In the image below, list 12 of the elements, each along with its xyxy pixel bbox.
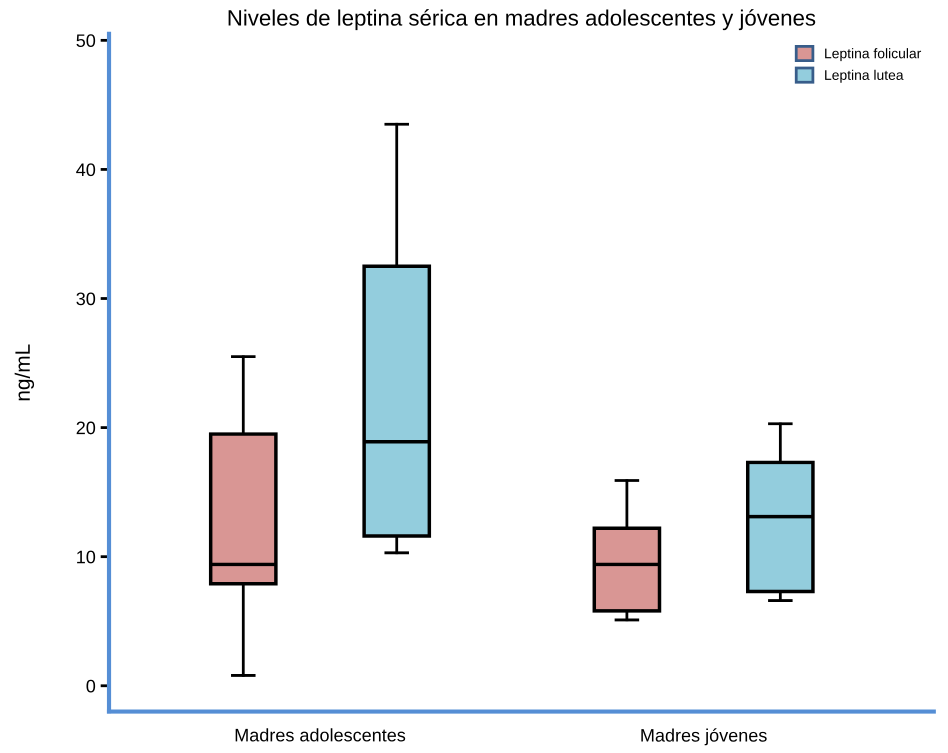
legend-label: Leptina folicular	[825, 48, 922, 62]
chart-title: Niveles de leptina sérica en madres adolescentes y jóvenes	[228, 9, 816, 30]
y-tick-label: 10	[77, 550, 96, 564]
y-tick-label: 50	[76, 34, 96, 48]
y-tick-label: 0	[86, 680, 96, 692]
y-tick-label: 30	[76, 292, 96, 306]
x-tick-label: Madres adolescentes	[236, 728, 406, 742]
y-axis-title: ng/mL	[14, 344, 34, 400]
legend-label: Leptina lutea	[825, 70, 904, 83]
x-tick-label: Madres jóvenes	[641, 728, 767, 746]
y-tick-label: 20	[76, 422, 96, 434]
y-tick-label: 40	[76, 163, 96, 176]
